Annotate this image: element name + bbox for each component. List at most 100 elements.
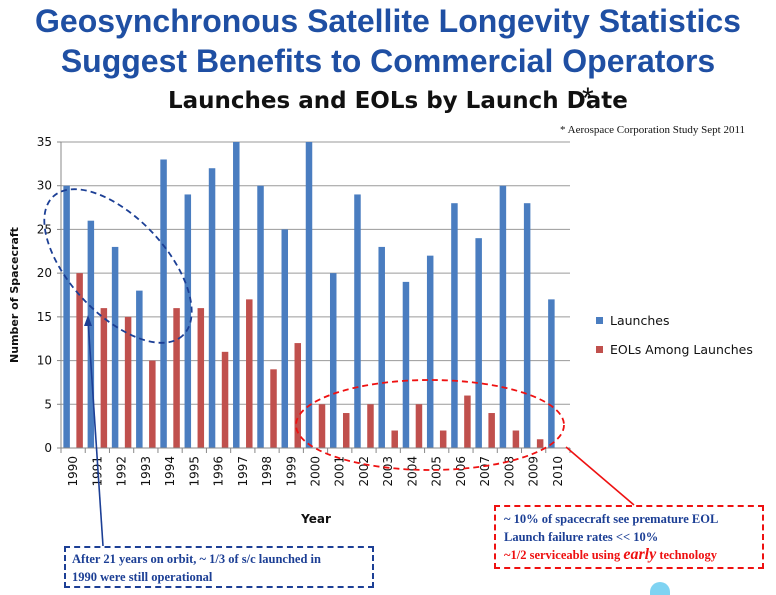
callout-recent-line2: Launch failure rates << 10% (504, 530, 659, 544)
bar-launches (208, 168, 216, 448)
legend-swatch (596, 317, 603, 324)
callout-recent-line3-pre: ~1/2 serviceable using (504, 548, 624, 562)
bar-launches (499, 185, 507, 448)
x-tick-label: 1995 (187, 456, 201, 487)
bar-eols (124, 316, 132, 448)
x-tick-label: 1998 (260, 456, 274, 487)
x-tick-label: 1994 (163, 456, 177, 487)
callout-recent-line3: ~1/2 serviceable using early technology (504, 546, 754, 564)
legend-label: Launches (610, 313, 669, 328)
y-tick-label: 0 (44, 441, 52, 455)
x-tick-label: 1997 (236, 456, 250, 487)
bar-launches (402, 281, 410, 448)
x-tick-label: 2005 (430, 456, 444, 487)
bar-eols (221, 351, 229, 448)
chart-bars (63, 142, 555, 448)
bar-eols (488, 413, 495, 448)
source-note: * Aerospace Corporation Study Sept 2011 (560, 124, 746, 136)
y-tick-label: 10 (37, 354, 52, 368)
bar-launches (184, 194, 192, 448)
logo-icon (650, 582, 670, 595)
bar-launches (257, 185, 264, 448)
callout-recent-note: ~ 10% of spacecraft see premature EOL La… (494, 505, 764, 569)
bar-eols (512, 430, 520, 448)
bar-eols (76, 273, 83, 448)
bar-launches (329, 273, 337, 448)
x-tick-label: 2010 (551, 456, 565, 487)
title-asterisk: * (582, 82, 594, 115)
bar-eols (464, 395, 471, 448)
callout-recent-line3-em: early (623, 546, 657, 563)
highlight-ellipse-early (43, 188, 193, 344)
x-tick-label: 1992 (115, 456, 129, 487)
chart-axes (57, 141, 571, 453)
y-tick-label: 30 (37, 179, 52, 193)
callout-1990-line1: After 21 years on orbit, ~ 1/3 of s/c la… (72, 552, 321, 566)
pointer-arrowhead-1990 (84, 315, 92, 326)
bar-eols (415, 404, 423, 448)
bar-eols (149, 360, 156, 448)
bar-eols (173, 308, 180, 448)
x-tick-label: 2002 (357, 456, 371, 487)
legend-label: EOLs Among Launches (610, 342, 753, 357)
x-axis-label: Year (300, 512, 331, 526)
x-tick-label: 2004 (405, 456, 419, 487)
callout-1990-line2: 1990 were still operational (72, 570, 213, 584)
bar-eols (270, 369, 277, 448)
bar-eols (391, 430, 398, 448)
y-tick-label: 35 (37, 135, 52, 149)
bar-eols (246, 299, 253, 448)
bar-launches (354, 194, 361, 448)
bar-launches (378, 246, 385, 448)
y-tick-label: 15 (37, 310, 52, 324)
highlight-ellipse-recent (295, 379, 565, 471)
bar-launches (523, 203, 531, 448)
x-tick-label: 2008 (502, 456, 516, 487)
bar-launches (111, 246, 119, 448)
chart-tick-labels: 0510152025303519901991199219931994199519… (37, 135, 565, 487)
bar-launches (451, 203, 458, 448)
callout-recent-line3-post: technology (656, 548, 717, 562)
slide-title-line2: Suggest Benefits to Commercial Operators (60, 43, 716, 79)
x-tick-label: 1993 (139, 456, 153, 487)
bar-launches (548, 299, 555, 448)
x-tick-label: 2003 (381, 456, 395, 487)
x-tick-label: 2007 (478, 456, 492, 487)
x-tick-label: 2000 (309, 456, 323, 487)
pointer-line-1990 (87, 319, 104, 547)
bar-eols (342, 413, 350, 448)
bar-eols (318, 404, 326, 448)
y-tick-label: 20 (37, 266, 52, 280)
bar-launches (281, 229, 289, 448)
bar-launches (160, 159, 167, 448)
x-tick-label: 1990 (66, 456, 80, 487)
y-tick-label: 5 (44, 397, 52, 411)
legend-swatch (596, 346, 603, 353)
bar-eols (439, 430, 447, 448)
bar-launches (136, 290, 143, 448)
x-tick-label: 1996 (212, 456, 226, 487)
bar-launches (426, 255, 434, 448)
chart-title: Launches and EOLs by Launch Date (168, 88, 628, 114)
pointer-line-recent (565, 446, 635, 506)
bar-launches (475, 238, 482, 448)
x-tick-label: 2009 (527, 456, 541, 487)
bar-launches (305, 142, 313, 448)
bar-launches (63, 185, 70, 448)
chart-grid (61, 141, 570, 405)
bar-eols (294, 343, 302, 448)
x-tick-label: 1999 (284, 456, 298, 487)
bar-eols (367, 404, 374, 448)
x-tick-label: 2001 (333, 456, 347, 487)
bar-eols (197, 308, 205, 448)
chart-legend: Launches EOLs Among Launches (596, 313, 753, 357)
bar-launches (87, 220, 95, 448)
bar-eols (100, 308, 108, 448)
y-axis-label: Number of Spacecraft (8, 227, 21, 363)
slide-title-line1: Geosynchronous Satellite Longevity Stati… (35, 3, 741, 39)
chart-annotations (43, 188, 635, 547)
callout-1990-note: After 21 years on orbit, ~ 1/3 of s/c la… (64, 546, 374, 588)
x-tick-label: 2006 (454, 456, 468, 487)
bar-eols (536, 439, 544, 448)
